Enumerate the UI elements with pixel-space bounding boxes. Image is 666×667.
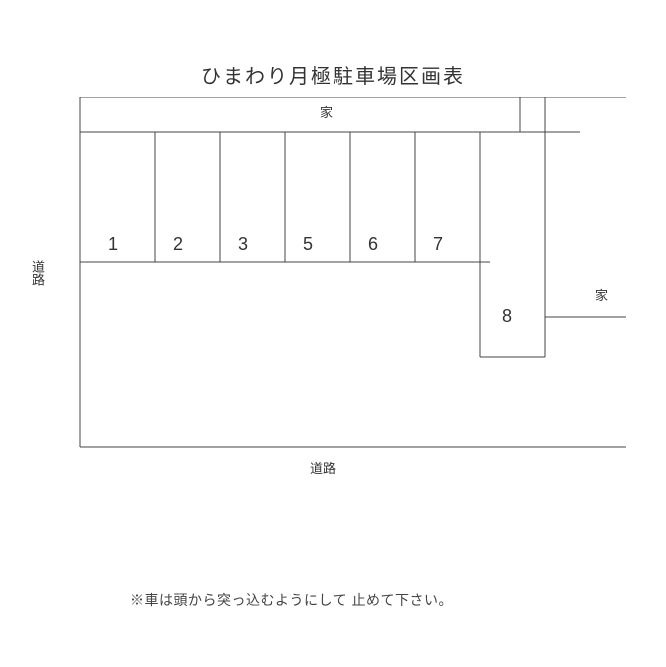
- diagram-title: ひまわり月極駐車場区画表: [40, 60, 626, 89]
- parking-diagram-sheet: ひまわり月極駐車場区画表 1235678 道路 家 家 道路 ※車は頭から突っ込…: [40, 60, 626, 580]
- svg-text:2: 2: [173, 234, 183, 254]
- road-left-label: 道路: [28, 260, 47, 286]
- svg-text:3: 3: [238, 234, 248, 254]
- svg-text:7: 7: [433, 234, 443, 254]
- handwritten-note: ※車は頭から突っ込むようにして 止めて下さい。: [130, 590, 453, 610]
- house-top-label: 家: [320, 102, 333, 121]
- svg-text:5: 5: [303, 234, 313, 254]
- svg-text:8: 8: [502, 306, 512, 326]
- house-right-label: 家: [595, 285, 608, 304]
- road-bottom-label: 道路: [310, 458, 336, 477]
- svg-text:6: 6: [368, 234, 378, 254]
- svg-text:1: 1: [108, 234, 118, 254]
- parking-layout-svg: 1 2 3 5 6 7 8: [40, 97, 626, 497]
